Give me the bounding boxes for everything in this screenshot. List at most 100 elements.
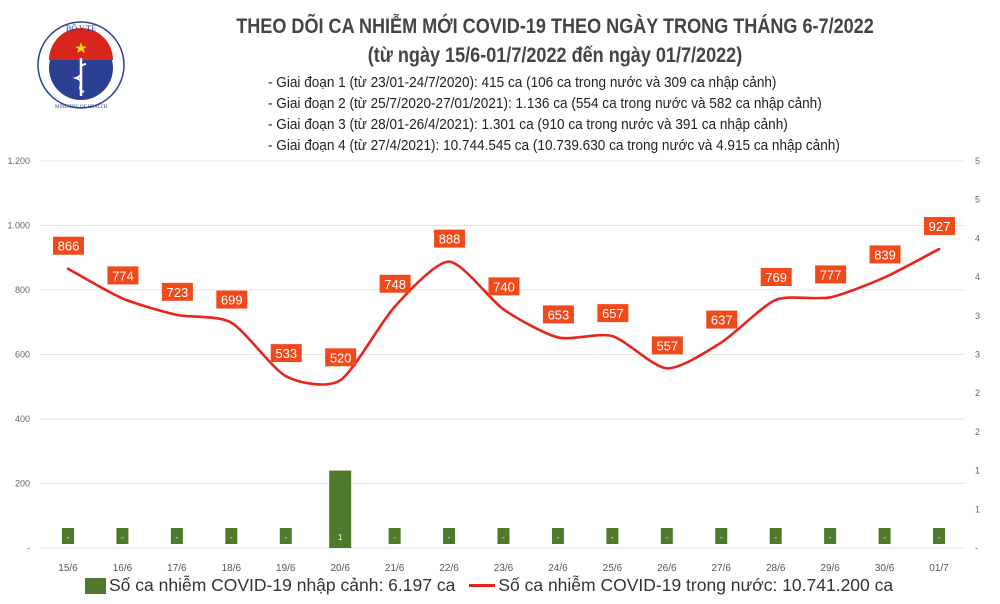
line-point — [230, 321, 233, 324]
stage-3-summary: - Giai đoạn 3 (từ 28/01-26/4/2021): 1.30… — [268, 117, 788, 133]
x-axis-tick: 23/6 — [494, 563, 514, 574]
right-axis-tick: 2 — [975, 388, 980, 398]
line-point — [121, 297, 124, 300]
x-axis-tick: 20/6 — [330, 563, 350, 574]
line-point — [447, 260, 451, 263]
line-data-label: 774 — [112, 268, 134, 283]
line-point — [66, 267, 70, 271]
line-point — [611, 334, 614, 338]
bar-data-label-box — [551, 528, 564, 544]
x-axis-tick: 28/6 — [766, 563, 786, 574]
right-axis-tick: 5 — [975, 195, 980, 205]
line-data-label: 866 — [58, 239, 80, 254]
bar-data-label-box — [388, 528, 401, 544]
bar-data-label: - — [67, 533, 70, 542]
stage-1-summary: - Giai đoạn 1 (từ 23/01-24/7/2020): 415 … — [268, 75, 777, 91]
line-data-label-box — [161, 282, 193, 301]
left-axis-tick: - — [27, 543, 30, 553]
line-point — [175, 313, 179, 317]
line-point — [828, 296, 832, 299]
logo-text-bottom: MINISTRY OF HEALTH — [55, 105, 108, 110]
bar-data-label: - — [502, 533, 505, 542]
line-data-label-box — [924, 217, 955, 236]
right-axis-tick: - — [975, 543, 978, 553]
line-point — [883, 276, 886, 279]
right-axis-tick: 5 — [975, 156, 980, 166]
line-data-label-box — [488, 277, 520, 296]
x-axis-tick: 26/6 — [657, 563, 677, 574]
right-axis-tick: 4 — [975, 272, 980, 282]
line-data-label: 557 — [656, 338, 678, 353]
line-point — [284, 374, 288, 378]
line-point — [338, 379, 342, 382]
bar-data-label-box — [443, 528, 456, 544]
bar-data-label-box — [225, 528, 238, 544]
line-data-label: 533 — [275, 346, 297, 361]
chart-title: THEO DÕI CA NHIỄM MỚI COVID-19 THEO NGÀY… — [236, 15, 874, 38]
bar-data-label-box — [606, 528, 619, 544]
line-data-label-box — [869, 245, 901, 264]
x-axis-tick: 27/6 — [712, 563, 732, 574]
line-data-label: 699 — [221, 293, 243, 308]
bar-data-label-box — [715, 528, 728, 544]
line-data-label: 657 — [602, 306, 624, 321]
line-data-label: 839 — [874, 247, 896, 262]
x-axis-tick: 18/6 — [222, 563, 242, 574]
bar-data-label-box — [116, 528, 129, 544]
bar-data-label-box — [170, 528, 183, 544]
stage-2-summary: - Giai đoạn 2 (từ 25/7/2020-27/01/2021):… — [268, 96, 822, 112]
line-data-label-box — [651, 336, 683, 355]
line-data-label: 777 — [820, 267, 842, 282]
left-axis-tick: 1.200 — [7, 156, 30, 166]
bar-data-label: - — [938, 533, 941, 542]
bar-data-label: - — [121, 533, 124, 542]
line-data-label-box — [379, 274, 411, 293]
legend-label-domestic: Số ca nhiễm COVID-19 trong nước: 10.741.… — [498, 575, 894, 595]
x-axis-tick: 16/6 — [113, 563, 133, 574]
stage-4-summary: - Giai đoạn 4 (từ 27/4/2021): 10.744.545… — [268, 138, 840, 154]
line-data-label: 769 — [765, 270, 787, 285]
line-point — [556, 336, 560, 339]
bar-data-label: 1 — [338, 533, 343, 542]
left-axis-tick: 1.000 — [7, 221, 30, 231]
line-data-label: 927 — [929, 219, 951, 234]
line-data-label-box — [760, 267, 792, 286]
left-axis-tick: 800 — [15, 285, 30, 295]
bar-data-label: - — [176, 533, 179, 542]
right-axis-tick: 2 — [975, 427, 980, 437]
bar-data-label-box — [279, 528, 292, 544]
bar-data-label: - — [393, 533, 396, 542]
x-axis-tick: 22/6 — [439, 563, 459, 574]
bar-data-label: - — [284, 533, 287, 542]
domestic-cases-line — [67, 247, 940, 386]
line-point — [393, 305, 396, 309]
line-point — [665, 367, 669, 370]
bar-data-label: - — [665, 533, 668, 542]
bar-data-label: - — [883, 533, 886, 542]
bar-data-label: - — [230, 533, 233, 542]
left-axis-tick: 200 — [15, 479, 30, 489]
line-data-label: 637 — [711, 313, 733, 328]
chart-subtitle: (từ ngày 15/6-01/7/2022 đến ngày 01/7/20… — [367, 44, 743, 67]
line-point — [719, 341, 723, 344]
right-axis-tick: 1 — [975, 466, 980, 476]
right-axis-tick: 3 — [975, 311, 980, 321]
line-data-label: 748 — [384, 277, 406, 292]
logo-text-top: BỘ Y TẾ — [66, 23, 96, 33]
right-axis-tick: 1 — [975, 504, 980, 514]
line-data-label: 520 — [330, 350, 352, 365]
line-data-label-box — [815, 265, 847, 284]
line-data-label-box — [325, 348, 357, 367]
legend: Số ca nhiễm COVID-19 nhập cảnh: 6.197 ca… — [85, 575, 893, 596]
bar-data-label-box — [878, 528, 891, 544]
bar-data-label: - — [829, 533, 832, 542]
bar-data-label-box — [334, 528, 347, 544]
bar-data-label-box — [769, 528, 782, 544]
x-axis-tick: 29/6 — [820, 563, 840, 574]
x-axis-tick: 15/6 — [58, 563, 78, 574]
bar-data-label-box — [497, 528, 510, 544]
x-axis-tick: 21/6 — [385, 563, 405, 574]
bar-data-label-box — [824, 528, 837, 544]
